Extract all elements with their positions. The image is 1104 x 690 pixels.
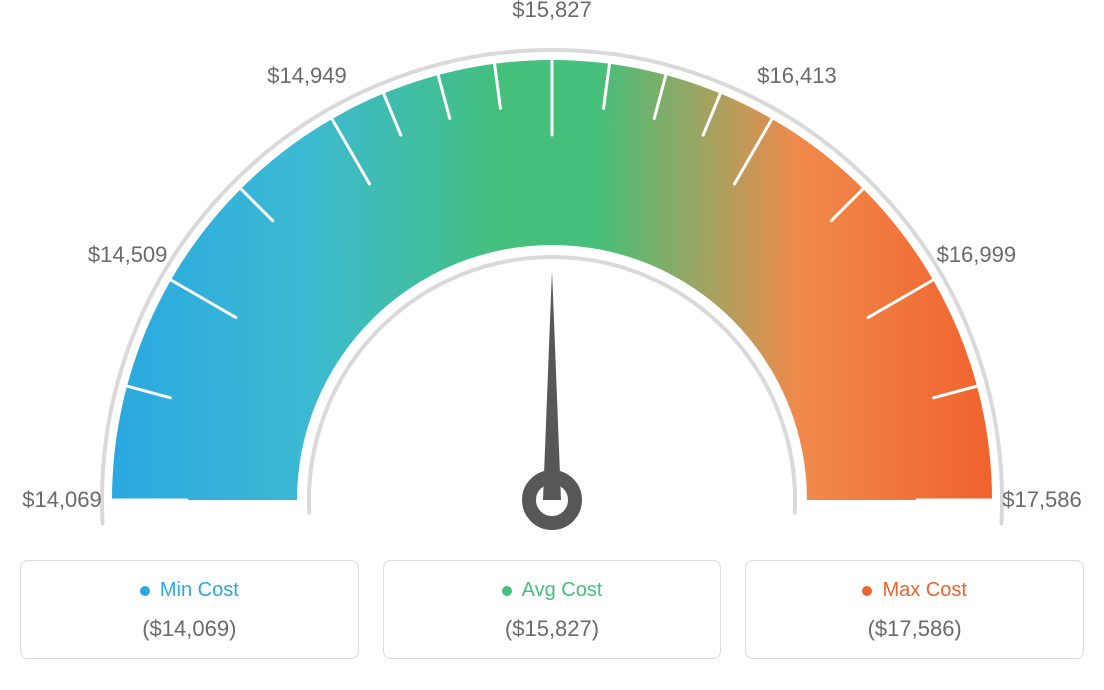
legend-card-max: Max Cost ($17,586) bbox=[745, 560, 1084, 659]
gauge-tick-label: $14,509 bbox=[88, 242, 168, 268]
gauge-needle bbox=[543, 270, 561, 500]
dot-icon bbox=[502, 586, 512, 596]
gauge-tick-label: $14,069 bbox=[22, 487, 102, 513]
gauge-tick-label: $16,413 bbox=[757, 63, 837, 89]
legend-card-avg: Avg Cost ($15,827) bbox=[383, 560, 722, 659]
legend-title-avg-text: Avg Cost bbox=[522, 579, 603, 602]
legend-title-max: Max Cost bbox=[862, 579, 966, 602]
legend-title-max-text: Max Cost bbox=[882, 579, 966, 602]
legend-card-min: Min Cost ($14,069) bbox=[20, 560, 359, 659]
gauge-svg bbox=[20, 20, 1084, 540]
legend-value-min: ($14,069) bbox=[31, 616, 348, 642]
legend-title-min: Min Cost bbox=[140, 579, 239, 602]
gauge-tick-label: $16,999 bbox=[937, 242, 1017, 268]
legend-value-avg: ($15,827) bbox=[394, 616, 711, 642]
gauge-area: $14,069$14,509$14,949$15,827$16,413$16,9… bbox=[20, 20, 1084, 540]
gauge-tick-label: $15,827 bbox=[512, 0, 592, 23]
gauge-tick-label: $14,949 bbox=[267, 63, 347, 89]
dot-icon bbox=[862, 586, 872, 596]
legend-value-max: ($17,586) bbox=[756, 616, 1073, 642]
gauge-tick-label: $17,586 bbox=[1002, 487, 1082, 513]
legend-title-min-text: Min Cost bbox=[160, 579, 239, 602]
cost-gauge-widget: $14,069$14,509$14,949$15,827$16,413$16,9… bbox=[20, 20, 1084, 659]
legend-row: Min Cost ($14,069) Avg Cost ($15,827) Ma… bbox=[20, 560, 1084, 659]
dot-icon bbox=[140, 586, 150, 596]
legend-title-avg: Avg Cost bbox=[502, 579, 603, 602]
